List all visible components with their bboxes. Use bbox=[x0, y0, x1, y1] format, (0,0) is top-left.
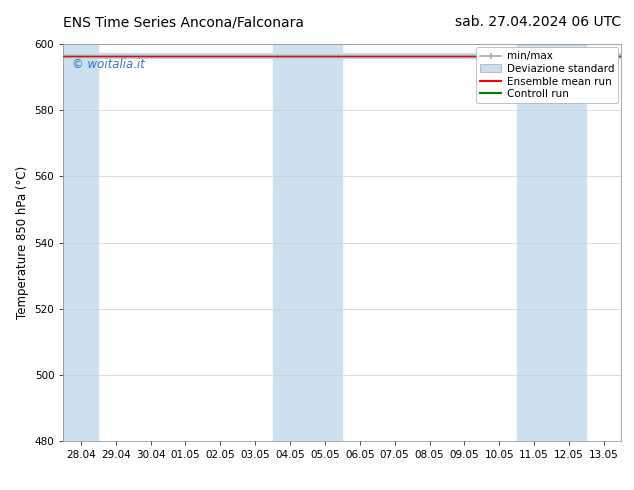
Text: ENS Time Series Ancona/Falconara: ENS Time Series Ancona/Falconara bbox=[63, 15, 304, 29]
Bar bbox=[273, 44, 342, 441]
Bar bbox=[63, 44, 98, 441]
Legend: min/max, Deviazione standard, Ensemble mean run, Controll run: min/max, Deviazione standard, Ensemble m… bbox=[476, 47, 618, 103]
Y-axis label: Temperature 850 hPa (°C): Temperature 850 hPa (°C) bbox=[16, 166, 29, 319]
Bar bbox=[517, 44, 586, 441]
Text: sab. 27.04.2024 06 UTC: sab. 27.04.2024 06 UTC bbox=[455, 15, 621, 29]
Text: © woitalia.it: © woitalia.it bbox=[72, 58, 145, 71]
